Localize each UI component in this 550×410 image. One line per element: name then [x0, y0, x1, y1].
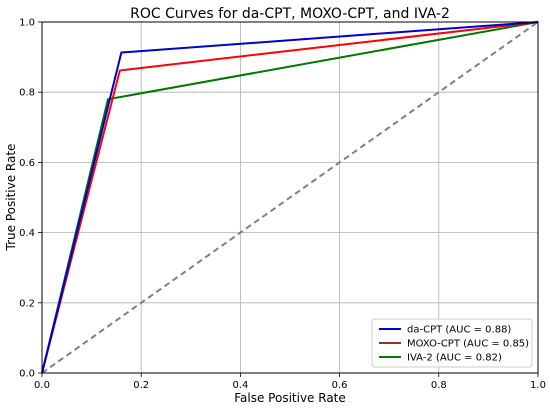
chart-title: ROC Curves for da-CPT, MOXO-CPT, and IVA… [130, 6, 450, 22]
y-tick-label: 0.6 [19, 158, 35, 169]
series-layer [41, 21, 539, 374]
y-tick-label: 1.0 [19, 18, 35, 29]
x-tick-label: 0.4 [232, 380, 248, 391]
y-tick-label: 0.8 [19, 88, 35, 99]
series-line-0 [41, 21, 539, 374]
legend-label: IVA-2 (AUC = 0.82) [407, 353, 502, 364]
x-tick-label: 0.2 [133, 380, 149, 391]
legend: da-CPT (AUC = 0.88) MOXO-CPT (AUC = 0.85)… [371, 318, 533, 368]
y-tick-label: 0.2 [19, 298, 35, 309]
ticks: 0.0 0.2 0.4 0.6 0.8 1.0 0.0 0.2 0.4 0.6 0.8 1.0 [19, 18, 546, 392]
legend-box [371, 318, 533, 368]
legend-label: MOXO-CPT (AUC = 0.85) [407, 339, 529, 350]
y-tick-label: 0.4 [19, 228, 35, 239]
x-tick-label: 0.0 [34, 380, 50, 391]
reference-diagonal-line [41, 21, 539, 374]
x-tick-label: 0.8 [431, 380, 447, 391]
x-tick-label: 1.0 [530, 380, 546, 391]
x-axis-label: False Positive Rate [234, 391, 346, 405]
x-tick-label: 0.6 [332, 380, 348, 391]
legend-label: da-CPT (AUC = 0.88) [407, 325, 511, 336]
y-tick-label: 0.0 [19, 369, 35, 380]
plot-frame [41, 21, 539, 374]
y-axis-label: True Positive Rate [4, 144, 18, 252]
